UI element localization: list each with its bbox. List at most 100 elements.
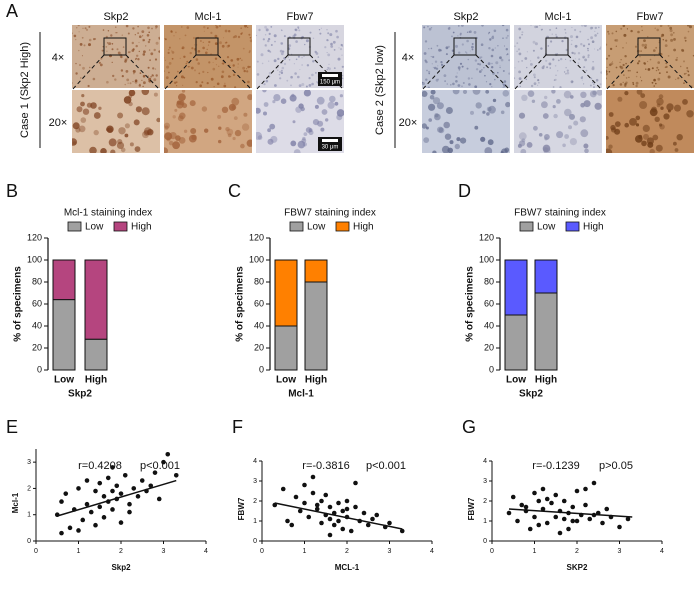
- image-texture: [557, 70, 559, 72]
- image-texture: [166, 65, 170, 69]
- image-texture: [297, 75, 300, 79]
- scatter-point: [323, 492, 329, 498]
- x-tick-label: 4: [430, 548, 434, 555]
- image-texture: [342, 75, 344, 77]
- scatter-point: [97, 480, 103, 486]
- image-texture: [443, 74, 447, 77]
- scatter-point: [80, 517, 86, 523]
- image-texture: [137, 32, 139, 34]
- image-texture: [518, 27, 522, 31]
- image-texture: [481, 25, 484, 27]
- image-texture: [221, 70, 225, 74]
- image-texture: [165, 76, 169, 79]
- image-texture: [686, 69, 689, 72]
- image-texture: [541, 28, 543, 30]
- image-texture: [500, 58, 504, 62]
- image-texture: [303, 90, 311, 97]
- image-texture: [298, 84, 302, 87]
- image-texture: [554, 65, 557, 67]
- image-texture: [468, 31, 471, 33]
- y-tick-label: 1: [483, 518, 487, 525]
- image-texture: [502, 86, 505, 88]
- image-texture: [570, 35, 573, 39]
- x-tick-label: 0: [34, 548, 38, 555]
- image-texture: [76, 27, 78, 29]
- image-texture: [134, 34, 136, 36]
- image-texture: [588, 43, 590, 46]
- image-texture: [239, 57, 242, 60]
- image-texture: [138, 50, 140, 53]
- image-texture: [652, 134, 659, 141]
- image-texture: [218, 25, 221, 28]
- image-texture: [425, 126, 429, 130]
- image-texture: [487, 62, 491, 65]
- image-texture: [263, 102, 269, 107]
- image-texture: [422, 90, 428, 97]
- image-texture: [242, 47, 245, 50]
- image-texture: [600, 46, 602, 48]
- scatter-point: [340, 508, 346, 514]
- image-texture: [526, 66, 528, 69]
- image-texture: [461, 43, 464, 46]
- image-texture: [339, 48, 343, 51]
- image-texture: [432, 150, 437, 153]
- scatter-point: [553, 492, 559, 498]
- image-texture: [619, 83, 623, 86]
- annotation: r=-0.3816: [302, 460, 349, 472]
- scatter-point: [314, 502, 320, 508]
- image-texture: [593, 83, 595, 85]
- image-texture: [457, 66, 461, 70]
- image-texture: [520, 148, 527, 153]
- image-texture: [446, 83, 449, 85]
- image-texture: [689, 25, 692, 29]
- panel-letter: C: [228, 181, 241, 201]
- image-texture: [330, 45, 334, 48]
- image-texture: [493, 29, 497, 33]
- image-texture: [635, 75, 638, 78]
- scatter-point: [587, 516, 593, 522]
- image-texture: [673, 32, 675, 34]
- x-tick-label: 0: [260, 548, 264, 555]
- image-texture: [644, 46, 647, 49]
- image-texture: [656, 28, 659, 32]
- histology-image: [72, 90, 160, 153]
- image-texture: [202, 70, 205, 73]
- scatter-point: [331, 522, 337, 528]
- image-texture: [610, 62, 614, 65]
- image-texture: [308, 77, 311, 80]
- y-tick-label: 80: [484, 276, 494, 286]
- image-texture: [589, 26, 593, 30]
- image-texture: [127, 51, 130, 54]
- image-texture: [606, 66, 608, 68]
- image-texture: [490, 54, 494, 58]
- image-texture: [564, 28, 566, 31]
- image-texture: [164, 122, 170, 129]
- image-texture: [309, 31, 312, 34]
- zoom-box: [637, 37, 661, 56]
- zoom-line: [567, 54, 603, 91]
- image-texture: [537, 79, 539, 81]
- image-texture: [599, 47, 601, 50]
- image-texture: [488, 47, 491, 50]
- image-texture: [609, 63, 612, 67]
- image-texture: [72, 122, 80, 130]
- x-axis-label: Skp2: [111, 563, 131, 572]
- image-texture: [460, 137, 467, 144]
- image-texture: [179, 112, 186, 120]
- y-tick-label: 60: [254, 298, 264, 308]
- image-texture: [146, 34, 150, 37]
- image-texture: [187, 66, 190, 68]
- image-texture: [124, 123, 130, 129]
- image-texture: [204, 128, 209, 133]
- image-texture: [430, 47, 433, 50]
- zoom-box: [545, 37, 569, 56]
- image-texture: [427, 86, 430, 88]
- image-texture: [474, 125, 479, 130]
- image-texture: [337, 57, 341, 61]
- scatter-point: [387, 520, 392, 526]
- image-texture: [141, 30, 145, 33]
- image-texture: [82, 27, 84, 29]
- image-texture: [669, 29, 673, 33]
- image-texture: [577, 52, 581, 55]
- image-texture: [571, 26, 573, 29]
